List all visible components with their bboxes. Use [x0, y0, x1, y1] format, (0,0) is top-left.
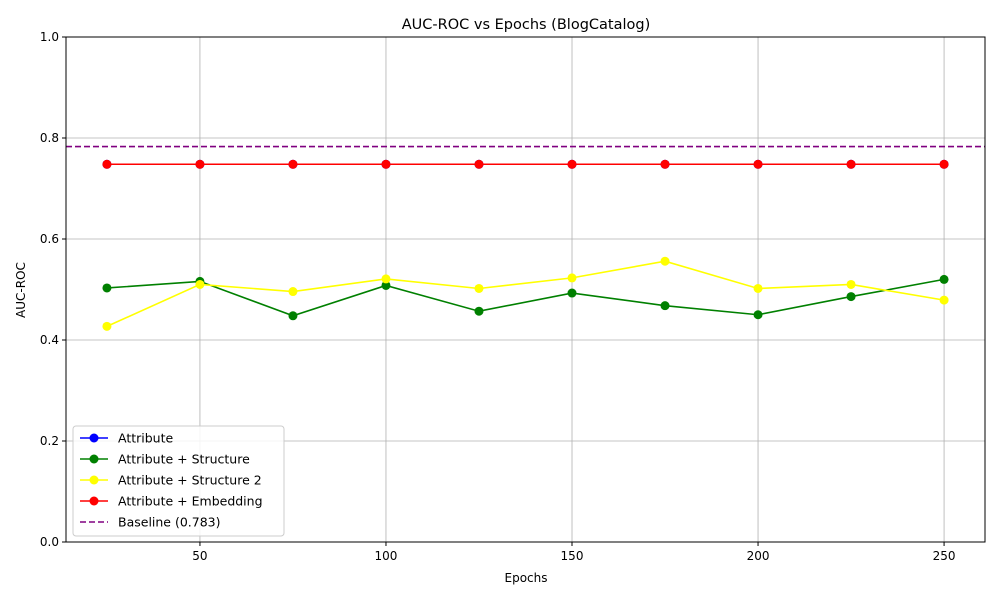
x-axis-ticks: 50 100 150 200 250	[192, 542, 956, 563]
data-point	[474, 306, 484, 316]
data-point	[102, 159, 112, 169]
data-point	[939, 159, 949, 169]
data-point	[660, 256, 670, 266]
series-attribute-structure	[102, 274, 949, 321]
data-point	[846, 292, 856, 302]
y-tick-label: 0.6	[40, 232, 59, 246]
legend: Attribute Attribute + Structure Attribute …	[72, 425, 285, 537]
data-point	[474, 159, 484, 169]
data-point	[939, 295, 949, 305]
data-point	[753, 159, 763, 169]
legend-label: Baseline (0.783)	[118, 515, 221, 530]
data-point	[288, 287, 298, 297]
y-axis-ticks: 0.0 0.2 0.4 0.6 0.8 1.0	[40, 30, 66, 549]
series-layer	[102, 159, 949, 331]
data-point	[288, 159, 298, 169]
series-line	[106, 278, 945, 317]
data-point	[381, 280, 391, 290]
legend-label: Attribute + Structure 2	[118, 473, 262, 488]
x-tick-label: 250	[933, 549, 956, 563]
legend-swatch-marker	[89, 433, 99, 443]
data-point	[846, 159, 856, 169]
x-tick-label: 150	[561, 549, 584, 563]
y-axis-label: AUC-ROC	[14, 262, 28, 318]
plot-frame	[65, 36, 986, 543]
legend-item: Baseline (0.783)	[80, 515, 221, 530]
y-tick-label: 1.0	[40, 30, 59, 44]
chart-title: AUC-ROC vs Epochs (BlogCatalog)	[402, 17, 650, 33]
data-point	[381, 274, 391, 284]
legend-label: Attribute	[118, 431, 174, 446]
data-point	[195, 159, 205, 169]
data-point	[102, 283, 112, 293]
data-point	[288, 311, 298, 321]
legend-label: Attribute + Embedding	[118, 494, 263, 509]
legend-swatch-marker	[89, 475, 99, 485]
legend-item: Attribute + Structure	[80, 452, 250, 467]
data-point	[474, 283, 484, 293]
y-tick-label: 0.0	[40, 535, 59, 549]
x-axis-label: Epochs	[505, 571, 548, 585]
legend-swatch-marker	[89, 496, 99, 506]
x-tick-label: 50	[192, 549, 207, 563]
data-point	[381, 159, 391, 169]
data-point	[567, 288, 577, 298]
series-attribute-structure-2	[102, 256, 949, 331]
data-point	[567, 273, 577, 283]
legend-item: Attribute + Embedding	[80, 494, 263, 509]
data-point	[939, 274, 949, 284]
series-line	[106, 260, 945, 328]
legend-box	[72, 425, 285, 537]
data-point	[567, 159, 577, 169]
y-tick-label: 0.2	[40, 434, 59, 448]
data-point	[753, 310, 763, 320]
legend-swatch-marker	[89, 454, 99, 464]
legend-label: Attribute + Structure	[118, 452, 250, 467]
series-attribute-embedding	[102, 159, 949, 169]
y-tick-label: 0.4	[40, 333, 59, 347]
data-point	[846, 279, 856, 289]
data-point	[195, 279, 205, 289]
legend-item: Attribute	[80, 431, 174, 446]
data-point	[753, 283, 763, 293]
legend-entries: Attribute Attribute + Structure Attribute …	[80, 431, 263, 530]
x-tick-label: 200	[747, 549, 770, 563]
y-tick-label: 0.8	[40, 131, 59, 145]
data-point	[102, 321, 112, 331]
data-point	[660, 301, 670, 311]
legend-item: Attribute + Structure 2	[80, 473, 262, 488]
data-point	[660, 159, 670, 169]
x-tick-label: 100	[375, 549, 398, 563]
